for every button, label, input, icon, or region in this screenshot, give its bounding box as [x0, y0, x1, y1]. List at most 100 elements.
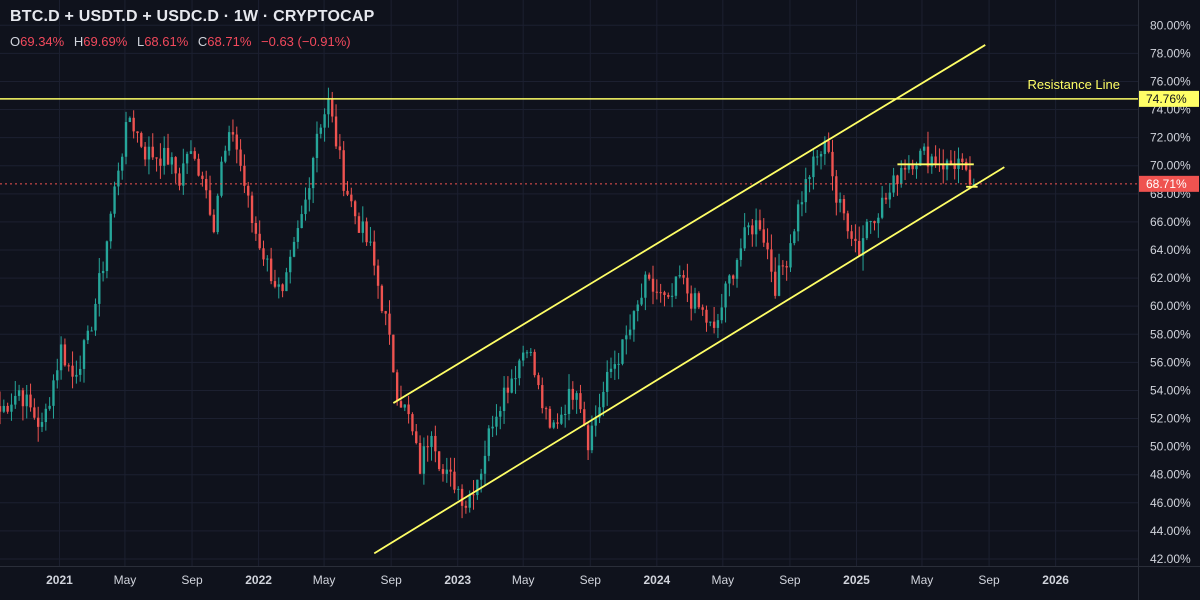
candle-body — [541, 385, 544, 409]
candle — [0, 391, 2, 425]
candle — [655, 279, 659, 300]
x-tick-label: 2026 — [1042, 573, 1069, 587]
candle-body — [323, 114, 326, 128]
resistance-value-badge — [1139, 90, 1199, 107]
candle-body — [850, 231, 853, 239]
candle — [193, 147, 196, 161]
candle — [869, 220, 872, 234]
candle-body — [521, 352, 525, 361]
candle-body — [269, 258, 273, 282]
candle-body — [770, 249, 773, 272]
candle-body — [751, 225, 754, 235]
candle-body — [205, 178, 208, 191]
y-tick-label: 50.00% — [1150, 440, 1191, 454]
candle-body — [10, 404, 13, 412]
y-tick-label: 46.00% — [1150, 496, 1191, 510]
candle — [40, 412, 44, 433]
candle — [651, 265, 655, 305]
candle — [52, 374, 55, 419]
candle — [185, 151, 189, 174]
candle — [590, 415, 594, 454]
candle — [865, 218, 869, 241]
candle — [254, 216, 258, 241]
candle-body — [346, 190, 349, 195]
candle — [701, 304, 704, 316]
high-label: H — [73, 34, 84, 49]
candle — [483, 440, 487, 486]
candle — [880, 186, 884, 220]
candle-body — [143, 146, 147, 160]
candle — [720, 293, 723, 324]
candle-body — [449, 469, 452, 472]
candle-body — [911, 163, 914, 170]
candle — [21, 387, 25, 421]
candle — [71, 351, 74, 389]
candle — [174, 156, 177, 184]
candle-body — [548, 408, 552, 428]
candle — [59, 336, 63, 380]
candle — [598, 393, 601, 424]
candle-body — [197, 158, 200, 176]
candle — [816, 150, 819, 166]
candle-body — [506, 387, 510, 393]
candle — [205, 170, 208, 199]
candle — [690, 285, 693, 321]
candle — [842, 195, 846, 221]
candle — [445, 457, 448, 483]
candle-body — [888, 192, 891, 200]
candle — [457, 486, 460, 501]
candle-body — [900, 167, 903, 184]
candle — [98, 258, 101, 317]
candle-body — [170, 157, 174, 165]
x-tick-label: 2025 — [843, 573, 870, 587]
candle-body — [861, 238, 865, 256]
candle-body — [796, 204, 800, 232]
candle — [67, 363, 70, 372]
candle-body — [258, 233, 261, 249]
candle-body — [82, 340, 86, 369]
x-tick-label: May — [911, 573, 934, 587]
candle — [6, 402, 9, 414]
candle — [163, 136, 166, 175]
candle-body — [331, 98, 334, 117]
candle — [323, 108, 326, 142]
candle — [361, 206, 364, 243]
candle-body — [491, 426, 494, 429]
candle — [136, 131, 139, 143]
candle-body — [720, 307, 723, 321]
y-tick-label: 72.00% — [1150, 131, 1191, 145]
candle — [231, 119, 235, 142]
candle-body — [71, 365, 74, 377]
candle-body — [926, 146, 930, 167]
candle — [338, 134, 342, 160]
candle — [957, 147, 960, 184]
candle-body — [415, 431, 418, 443]
candle-body — [659, 292, 662, 294]
candle — [693, 287, 697, 314]
candle — [563, 404, 567, 428]
candle-body — [296, 228, 300, 242]
candle-body — [166, 147, 170, 165]
candle-body — [606, 371, 609, 392]
x-tick-label: May — [512, 573, 535, 587]
x-tick-label: 2023 — [444, 573, 471, 587]
candle-body — [392, 334, 395, 373]
candle — [911, 159, 914, 175]
candle — [311, 156, 315, 204]
candle-body — [342, 150, 345, 191]
candle — [44, 403, 48, 431]
candle — [579, 384, 582, 414]
candle-body — [86, 330, 90, 341]
candle-body — [14, 395, 17, 405]
candle-body — [380, 285, 384, 312]
candle-body — [880, 197, 884, 218]
candle — [861, 225, 865, 271]
candle-body — [422, 446, 426, 474]
candle — [762, 218, 765, 247]
candle-body — [33, 407, 36, 418]
candle-body — [571, 388, 575, 400]
candle — [583, 401, 586, 427]
candle-body — [651, 278, 655, 292]
